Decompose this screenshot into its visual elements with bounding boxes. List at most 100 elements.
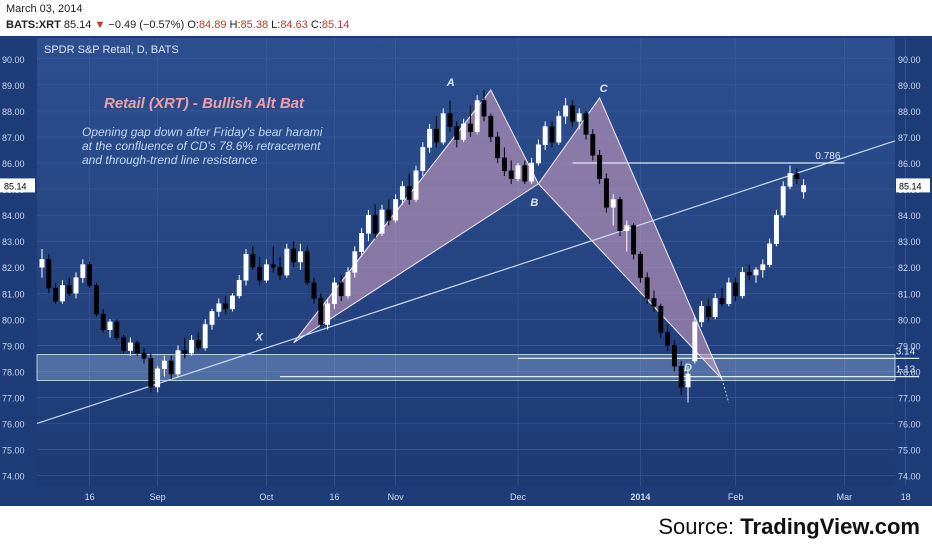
price-change: −0.49 (−0.57%) — [108, 19, 185, 31]
candle-79 — [576, 108, 582, 130]
y-tick-left-6: 80.00 — [2, 315, 25, 325]
candle-110 — [787, 165, 793, 190]
candle-106 — [760, 259, 766, 278]
y-axis: 74.00 74.00 75.00 75.00 76.00 76.00 77.00 77.00… — [0, 55, 930, 482]
x-axis: 16 Sep Oct 16 Nov Dec 2014 Feb Mar 18 — [85, 492, 911, 502]
y-tick-left-13: 87.00 — [2, 133, 25, 143]
candle-40 — [311, 277, 317, 304]
candle-102 — [733, 277, 739, 302]
candle-37 — [291, 241, 297, 268]
y-tick-right-8: 82.00 — [898, 263, 921, 273]
close-label: C: — [310, 19, 322, 31]
candle-68 — [501, 147, 507, 177]
y-tick-left-0: 74.00 — [2, 472, 25, 482]
x-tick-9: 18 — [901, 492, 911, 502]
candle-42 — [325, 298, 331, 330]
candle-29 — [236, 275, 242, 299]
y-tick-right-9: 83.00 — [898, 237, 921, 247]
fib-label-1: 3.14 — [896, 346, 916, 357]
trend-line — [36, 140, 896, 425]
candle-98 — [705, 298, 711, 322]
candle-93 — [671, 340, 677, 372]
candle-89 — [644, 272, 650, 304]
x-tick-4: Nov — [388, 492, 405, 502]
y-tick-right-6: 80.00 — [898, 315, 921, 325]
candle-46 — [352, 246, 358, 278]
candle-9 — [100, 308, 106, 333]
candle-48 — [365, 209, 371, 242]
candle-74 — [542, 121, 548, 150]
high-label: H: — [229, 19, 241, 31]
candle-69 — [508, 160, 514, 184]
last-price-tag-right — [896, 178, 930, 193]
candle-61 — [454, 121, 460, 148]
candle-54 — [406, 173, 412, 205]
candle-63 — [467, 105, 473, 137]
pattern-label-b: B — [530, 197, 538, 209]
candle-32 — [257, 256, 263, 286]
candle-90 — [651, 290, 657, 312]
candle-112 — [801, 179, 807, 199]
candle-51 — [386, 199, 392, 226]
candle-59 — [440, 108, 446, 145]
candle-50 — [379, 204, 385, 236]
pattern-label-c: C — [600, 83, 609, 95]
y-tick-right-10: 84.00 — [898, 211, 921, 221]
y-tick-right-16: 90.00 — [898, 55, 921, 65]
source-credit: Source: TradingView.com — [658, 514, 920, 540]
y-tick-right-15: 89.00 — [898, 81, 921, 91]
annotation-line-2: at the confluence of CD's 78.6% retracem… — [82, 139, 321, 153]
candle-88 — [637, 251, 643, 283]
candle-71 — [522, 160, 528, 184]
candle-95 — [685, 366, 691, 403]
pattern-label-d: D — [684, 362, 692, 374]
candle-1 — [46, 254, 52, 294]
last-price-tag-left-text: 85.14 — [4, 181, 27, 191]
quote-bar: BATS:XRT 85.14 ▼ −0.49 (−0.57%) O:84.89 … — [6, 19, 349, 31]
y-tick-left-5: 79.00 — [2, 341, 25, 351]
annotation-line-3: and through-trend line resistance — [82, 153, 258, 167]
candle-100 — [719, 288, 725, 307]
candle-4 — [66, 277, 72, 296]
x-tick-2: Oct — [259, 492, 274, 502]
y-tick-right-2: 76.00 — [898, 419, 921, 429]
xab-triangle — [293, 89, 540, 344]
candle-52 — [393, 194, 399, 223]
candle-75 — [549, 121, 555, 148]
d-projection — [721, 379, 730, 403]
candle-13 — [127, 337, 133, 356]
candle-30 — [243, 248, 249, 286]
candle-25 — [209, 308, 215, 330]
last-price-tag-right-text: 85.14 — [899, 181, 922, 191]
candle-83 — [603, 173, 609, 213]
y-tick-right-5: 79.00 — [898, 341, 921, 351]
pattern-labels: X A B C D — [255, 77, 692, 374]
candle-35 — [277, 256, 283, 281]
candle-38 — [297, 243, 303, 270]
y-tick-right-12: 86.00 — [898, 159, 921, 169]
candle-21 — [182, 337, 188, 359]
y-tick-left-14: 88.00 — [2, 107, 25, 117]
candle-91 — [658, 303, 664, 338]
y-tick-right-4: 78.00 — [898, 367, 921, 377]
price-chart[interactable]: 0.786 3.14 1.13 X A B C D 74.00 74.00 75.00 75.00… — [0, 36, 932, 506]
candle-82 — [597, 150, 603, 184]
y-tick-left-12: 86.00 — [2, 159, 25, 169]
annotation-line-1: Opening gap down after Friday's bear har… — [82, 125, 323, 139]
candle-108 — [773, 209, 779, 247]
y-tick-left-9: 83.00 — [2, 237, 25, 247]
y-tick-right-3: 77.00 — [898, 393, 921, 403]
candle-96 — [692, 316, 698, 364]
x-tick-1: Sep — [150, 492, 166, 502]
source-prefix: Source: — [658, 514, 741, 539]
high-value: 85.38 — [240, 19, 269, 31]
candle-103 — [739, 267, 745, 299]
pattern-label-x: X — [255, 332, 264, 344]
candle-10 — [107, 319, 113, 338]
candle-18 — [161, 355, 167, 377]
candle-85 — [617, 196, 623, 236]
pattern-label-a: A — [446, 77, 455, 89]
candle-3 — [59, 280, 65, 304]
candle-47 — [359, 228, 365, 257]
y-tick-right-0: 74.00 — [898, 472, 921, 482]
